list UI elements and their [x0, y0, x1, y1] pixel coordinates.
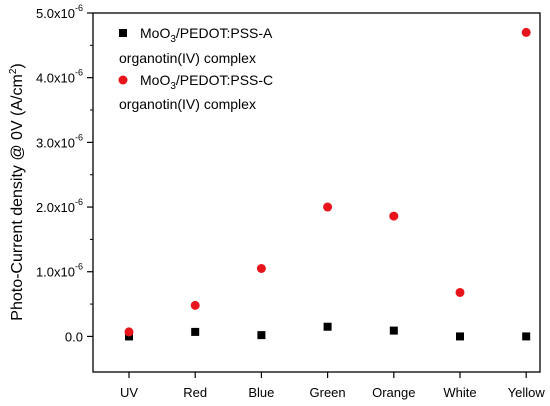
- data-point-square: [522, 332, 531, 341]
- x-tick-label: Yellow: [508, 385, 546, 400]
- data-point-circle: [124, 327, 134, 337]
- y-tick-label: 5.0x10-6: [36, 3, 83, 21]
- x-tick-label: UV: [120, 385, 138, 400]
- data-point-circle: [521, 27, 531, 37]
- legend-marker-square: [119, 29, 127, 37]
- x-tick-label: Green: [310, 385, 346, 400]
- x-tick-label: Red: [183, 385, 207, 400]
- y-tick-label: 4.0x10-6: [36, 68, 83, 86]
- y-axis-title: Photo-Current density @ 0V (A/cm2): [8, 63, 26, 320]
- data-point-circle: [256, 264, 266, 274]
- y-tick-label: 0.0: [65, 329, 83, 344]
- data-point-square: [323, 322, 332, 331]
- y-tick-label: 2.0x10-6: [36, 197, 83, 215]
- data-point-circle: [389, 211, 399, 221]
- data-point-circle: [190, 300, 200, 310]
- data-point-square: [125, 332, 133, 341]
- legend-label-series-c-line2: organotin(IV) complex: [119, 96, 256, 112]
- legend-label-series-a-line2: organotin(IV) complex: [119, 50, 256, 66]
- legend-label-series-a: MoO3/PEDOT:PSS-A: [140, 25, 273, 45]
- data-point-square: [257, 331, 266, 340]
- legend-marker-circle: [118, 75, 128, 85]
- axis-ticks: 0.0 1.0x10-6 2.0x10-6 3.0x10-6 4.0x10-6 5.0x1…: [36, 3, 545, 400]
- data-point-circle: [323, 202, 333, 212]
- y-tick-label: 1.0x10-6: [36, 262, 83, 280]
- x-tick-label: Blue: [248, 385, 274, 400]
- legend: MoO3/PEDOT:PSS-A organotin(IV) complex M…: [118, 25, 273, 112]
- plot-frame: [92, 12, 541, 373]
- y-tick-label: 3.0x10-6: [36, 132, 83, 150]
- x-tick-label: White: [443, 385, 476, 400]
- data-point-square: [456, 332, 464, 341]
- data-point-circle: [455, 287, 465, 297]
- legend-label-series-c: MoO3/PEDOT:PSS-C: [140, 72, 273, 92]
- data-points: [124, 27, 531, 341]
- x-tick-label: Orange: [372, 385, 415, 400]
- data-point-square: [191, 327, 200, 336]
- data-point-square: [389, 326, 398, 335]
